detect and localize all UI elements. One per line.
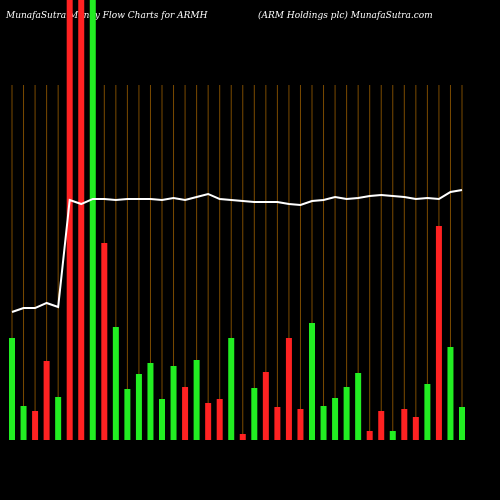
bar — [228, 338, 235, 440]
chart-subtitle: (ARM Holdings plc) MunafaSutra.com — [258, 10, 433, 21]
bar — [43, 361, 50, 440]
bar — [297, 409, 304, 440]
chart-title: MunafaSutra Money Flow Charts for ARMH — [5, 11, 208, 21]
bar — [78, 0, 85, 440]
bar — [355, 373, 362, 440]
bar — [459, 407, 465, 440]
bar — [435, 226, 442, 440]
bar — [135, 374, 142, 440]
bar — [55, 397, 62, 440]
bar — [216, 399, 223, 440]
bar — [332, 398, 339, 440]
bar — [159, 399, 165, 440]
bar — [424, 384, 431, 440]
bar — [309, 323, 315, 440]
bar — [32, 411, 39, 440]
bar — [147, 363, 154, 440]
bar — [251, 388, 258, 440]
bar — [262, 372, 269, 440]
bar — [366, 431, 373, 440]
bar — [378, 411, 385, 440]
bar — [20, 406, 27, 440]
bar — [101, 243, 108, 440]
bar — [9, 338, 15, 440]
bar — [447, 347, 454, 440]
bar — [389, 431, 396, 440]
bar — [412, 417, 419, 440]
bar — [170, 366, 177, 440]
bar — [89, 0, 96, 440]
bar — [66, 0, 73, 440]
bar — [205, 403, 212, 440]
bar — [239, 434, 246, 440]
bar — [193, 360, 200, 440]
bar — [112, 327, 119, 440]
bar — [274, 407, 281, 440]
bar — [401, 409, 408, 440]
bar — [320, 406, 327, 440]
line-series — [11, 189, 463, 313]
bar — [124, 389, 131, 440]
bar — [285, 338, 292, 440]
bar — [343, 387, 350, 440]
bar — [182, 387, 189, 440]
